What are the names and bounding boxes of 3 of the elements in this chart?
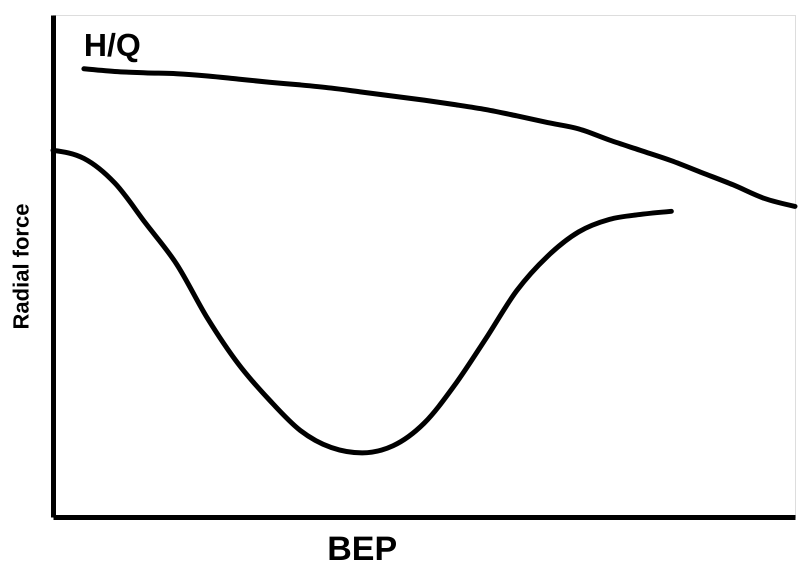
text: BEP [327,530,398,568]
series-label: H/Q [84,26,141,63]
y-axis-title: Radial force [8,204,34,330]
